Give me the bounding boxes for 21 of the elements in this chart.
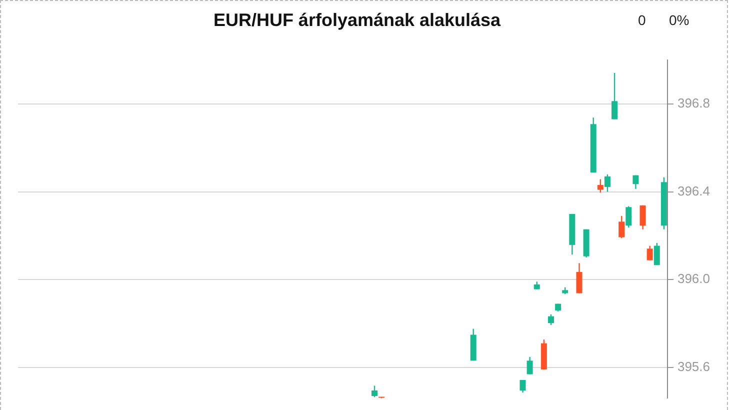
candlestick xyxy=(597,178,604,194)
y-tick-label: 396.4 xyxy=(677,183,710,198)
candlestick xyxy=(548,314,554,326)
y-tick-label: 396.8 xyxy=(677,96,710,110)
candlestick xyxy=(520,379,526,394)
candlestick xyxy=(604,174,610,192)
y-tick-label: 395.6 xyxy=(677,359,710,374)
candlestick xyxy=(632,174,639,190)
chart-title: EUR/HUF árfolyamának alakulása xyxy=(213,10,501,30)
candlestick xyxy=(640,204,646,230)
candlestick xyxy=(646,245,653,261)
y-tick-label: 396.0 xyxy=(677,271,710,286)
candlestick xyxy=(372,385,378,398)
candlestick xyxy=(618,215,625,239)
text: 0 xyxy=(638,12,646,28)
text: 0% xyxy=(669,12,690,28)
candlestick xyxy=(654,242,660,266)
candlestick xyxy=(626,206,632,228)
candlestick xyxy=(612,72,618,120)
candlestick xyxy=(526,356,533,375)
candlestick xyxy=(576,262,582,294)
